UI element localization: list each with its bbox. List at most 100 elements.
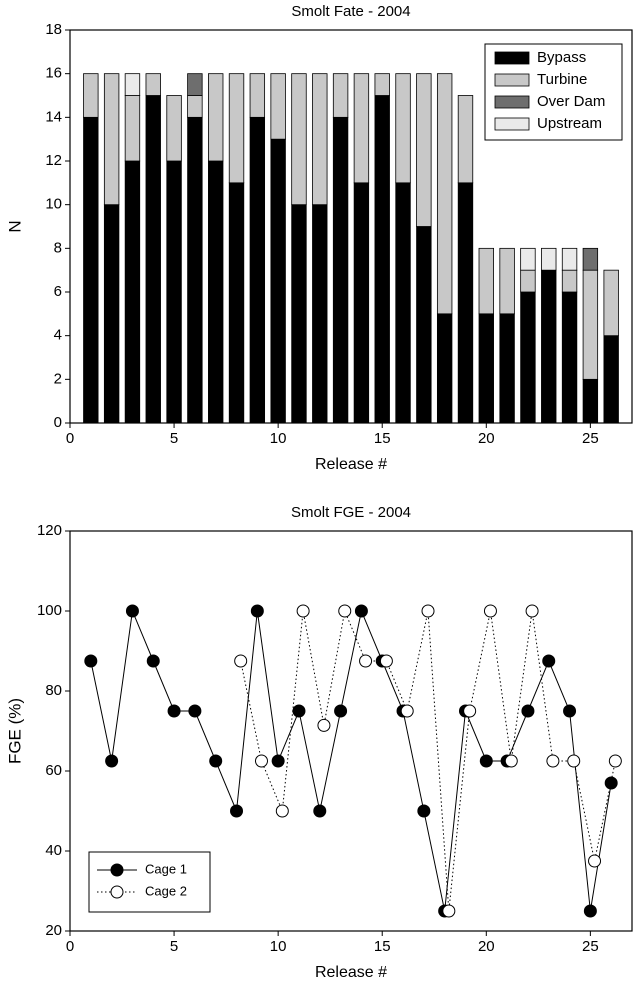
bar-segment bbox=[436, 313, 453, 424]
y-tick-label: 20 bbox=[45, 922, 62, 939]
x-tick-label: 0 bbox=[66, 430, 74, 447]
bar-segment bbox=[187, 95, 203, 118]
x-axis-label: Release # bbox=[315, 456, 387, 473]
x-tick-label: 15 bbox=[374, 938, 391, 955]
point bbox=[234, 654, 248, 668]
legend-swatch bbox=[494, 117, 530, 131]
point bbox=[354, 604, 368, 618]
bar-segment bbox=[208, 73, 224, 162]
point bbox=[313, 804, 327, 818]
y-tick-label: 100 bbox=[37, 602, 62, 619]
point bbox=[271, 754, 285, 768]
bar-segment bbox=[499, 247, 515, 315]
point bbox=[563, 704, 577, 718]
y-tick-label: 6 bbox=[54, 283, 62, 300]
x-axis-label: Release # bbox=[315, 964, 387, 981]
legend-swatch bbox=[494, 51, 530, 65]
legend-marker bbox=[110, 863, 124, 877]
plot-frame bbox=[69, 29, 633, 424]
point bbox=[188, 704, 202, 718]
bar-segment bbox=[541, 269, 557, 424]
y-tick-label: 40 bbox=[45, 842, 62, 859]
point bbox=[250, 604, 264, 618]
legend-label: Over Dam bbox=[537, 93, 605, 110]
point bbox=[608, 754, 622, 768]
x-tick-label: 15 bbox=[374, 430, 391, 447]
bar-segment bbox=[541, 247, 557, 271]
bar-segment bbox=[374, 73, 390, 96]
bar-segment bbox=[145, 73, 161, 96]
point bbox=[275, 804, 289, 818]
legend-label: Cage 1 bbox=[145, 861, 187, 876]
point bbox=[417, 804, 431, 818]
bar-segment bbox=[582, 247, 599, 271]
bar-segment bbox=[582, 269, 599, 380]
bar-segment bbox=[332, 116, 349, 424]
point bbox=[84, 654, 98, 668]
legend-swatch bbox=[494, 95, 530, 109]
point bbox=[359, 654, 373, 668]
point bbox=[479, 754, 493, 768]
y-tick-label: 60 bbox=[45, 762, 62, 779]
x-tick-label: 0 bbox=[66, 938, 74, 955]
bar-segment bbox=[166, 95, 182, 162]
bar-segment bbox=[291, 204, 307, 424]
y-tick-label: 10 bbox=[45, 196, 62, 213]
y-tick-label: 12 bbox=[45, 152, 62, 169]
point bbox=[483, 604, 497, 618]
bar-segment bbox=[124, 160, 141, 424]
point bbox=[521, 704, 535, 718]
bar-segment bbox=[603, 335, 619, 424]
legend-label: Cage 2 bbox=[145, 883, 187, 898]
x-tick-label: 5 bbox=[170, 430, 178, 447]
x-tick-label: 10 bbox=[270, 430, 287, 447]
bar-segment bbox=[416, 226, 432, 424]
chart-title: Smolt FGE - 2004 bbox=[291, 504, 411, 521]
point bbox=[421, 604, 435, 618]
y-tick-label: 2 bbox=[54, 370, 62, 387]
bar-segment bbox=[83, 73, 99, 118]
bar-segment bbox=[332, 73, 349, 118]
point bbox=[296, 604, 310, 618]
legend-label: Turbine bbox=[537, 71, 587, 88]
bar-segment bbox=[561, 269, 578, 293]
point bbox=[209, 754, 223, 768]
y-tick-label: 80 bbox=[45, 682, 62, 699]
bar-segment bbox=[208, 160, 224, 424]
y-tick-label: 120 bbox=[37, 522, 62, 539]
point bbox=[230, 804, 244, 818]
bar-segment bbox=[478, 247, 494, 315]
x-tick-label: 25 bbox=[582, 430, 599, 447]
point bbox=[567, 754, 581, 768]
bar-segment bbox=[582, 378, 599, 424]
bar-segment bbox=[103, 204, 120, 424]
bar-segment bbox=[166, 160, 182, 424]
bar-segment bbox=[395, 182, 411, 424]
bar-segment bbox=[561, 247, 578, 271]
bar-segment bbox=[457, 182, 474, 424]
point bbox=[588, 854, 602, 868]
bar-segment bbox=[312, 73, 328, 206]
bar-segment bbox=[124, 95, 141, 162]
point bbox=[442, 904, 456, 918]
x-tick-label: 5 bbox=[170, 938, 178, 955]
y-axis-label: FGE (%) bbox=[5, 698, 24, 764]
point bbox=[546, 754, 560, 768]
bar-segment bbox=[374, 95, 390, 424]
x-tick-label: 25 bbox=[582, 938, 599, 955]
point bbox=[604, 776, 618, 790]
y-tick-label: 4 bbox=[54, 327, 62, 344]
point bbox=[334, 704, 348, 718]
point bbox=[105, 754, 119, 768]
bar-segment bbox=[187, 116, 203, 424]
point bbox=[146, 654, 160, 668]
bar-segment bbox=[499, 313, 515, 424]
point bbox=[317, 718, 331, 732]
point bbox=[463, 704, 477, 718]
y-tick-label: 8 bbox=[54, 239, 62, 256]
chart-title: Smolt Fate - 2004 bbox=[291, 3, 410, 20]
bar-segment bbox=[353, 182, 370, 424]
point bbox=[338, 604, 352, 618]
point bbox=[542, 654, 556, 668]
bar-segment bbox=[520, 291, 536, 424]
